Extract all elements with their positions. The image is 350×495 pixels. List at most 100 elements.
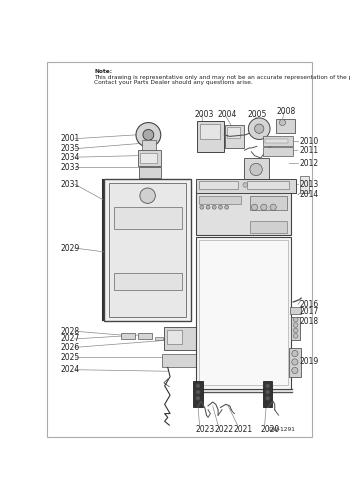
Bar bbox=[138, 150, 161, 166]
Text: 2035: 2035 bbox=[61, 144, 80, 153]
Text: Contact your Parts Dealer should any questions arise.: Contact your Parts Dealer should any que… bbox=[94, 80, 253, 85]
Bar bbox=[139, 167, 161, 178]
Circle shape bbox=[278, 183, 282, 187]
Circle shape bbox=[250, 163, 262, 176]
Circle shape bbox=[136, 123, 161, 147]
Bar bbox=[140, 152, 157, 163]
Circle shape bbox=[206, 205, 210, 209]
Text: 2001: 2001 bbox=[61, 134, 80, 143]
Text: 2017: 2017 bbox=[300, 307, 319, 316]
Bar bbox=[155, 337, 163, 341]
Circle shape bbox=[265, 384, 270, 388]
Text: 2013: 2013 bbox=[300, 180, 319, 189]
Circle shape bbox=[264, 183, 268, 187]
Bar bbox=[113, 273, 182, 291]
Text: 2029: 2029 bbox=[61, 244, 80, 252]
Bar bbox=[164, 327, 196, 350]
Text: 2018: 2018 bbox=[300, 317, 318, 326]
Text: 2010: 2010 bbox=[300, 137, 319, 146]
Bar bbox=[199, 241, 288, 385]
Bar bbox=[291, 317, 300, 340]
Text: 2019: 2019 bbox=[300, 357, 319, 366]
Circle shape bbox=[270, 204, 276, 210]
Text: Note:: Note: bbox=[94, 69, 112, 74]
Text: 2025: 2025 bbox=[61, 353, 80, 362]
Circle shape bbox=[143, 130, 154, 140]
Bar bbox=[247, 181, 289, 189]
Circle shape bbox=[212, 205, 216, 209]
Bar bbox=[250, 221, 287, 233]
Bar bbox=[113, 207, 182, 229]
Bar bbox=[121, 333, 135, 339]
Text: 2027: 2027 bbox=[61, 335, 80, 344]
Circle shape bbox=[271, 183, 275, 187]
Circle shape bbox=[293, 328, 298, 333]
Bar bbox=[250, 197, 287, 210]
Text: 2012: 2012 bbox=[300, 159, 318, 168]
Bar bbox=[263, 137, 293, 146]
Bar bbox=[244, 158, 268, 180]
Bar bbox=[193, 381, 203, 407]
Circle shape bbox=[292, 359, 298, 365]
Bar bbox=[196, 190, 291, 235]
Bar bbox=[197, 121, 224, 152]
Circle shape bbox=[250, 183, 254, 187]
Text: 2020: 2020 bbox=[261, 425, 280, 434]
Text: 2003: 2003 bbox=[194, 110, 214, 119]
Circle shape bbox=[293, 323, 298, 327]
Bar bbox=[199, 197, 241, 204]
Bar bbox=[225, 125, 244, 148]
Circle shape bbox=[218, 205, 222, 209]
Text: 2033: 2033 bbox=[61, 163, 80, 172]
Circle shape bbox=[254, 124, 264, 133]
Circle shape bbox=[257, 183, 261, 187]
Circle shape bbox=[248, 118, 270, 140]
Bar bbox=[167, 331, 182, 345]
Text: 2008: 2008 bbox=[276, 107, 295, 116]
Bar bbox=[104, 179, 191, 321]
Bar bbox=[196, 237, 291, 389]
Bar bbox=[263, 147, 293, 156]
Bar bbox=[276, 119, 295, 133]
Circle shape bbox=[196, 390, 200, 395]
Text: 2023: 2023 bbox=[196, 425, 215, 434]
Bar bbox=[290, 307, 301, 313]
Text: 2004: 2004 bbox=[217, 110, 237, 119]
Circle shape bbox=[140, 188, 155, 203]
Text: 2016: 2016 bbox=[300, 300, 319, 309]
Circle shape bbox=[225, 205, 229, 209]
Text: 2028: 2028 bbox=[61, 327, 80, 336]
Circle shape bbox=[292, 350, 298, 356]
Bar bbox=[199, 124, 220, 140]
Text: 2005: 2005 bbox=[247, 110, 267, 119]
Bar bbox=[199, 181, 238, 189]
Bar bbox=[196, 179, 296, 193]
Bar bbox=[228, 127, 240, 138]
Circle shape bbox=[293, 334, 298, 338]
Text: This drawing is representative only and may not be an accurate representation of: This drawing is representative only and … bbox=[94, 75, 350, 80]
Circle shape bbox=[265, 396, 270, 400]
Bar bbox=[138, 333, 152, 339]
Circle shape bbox=[261, 204, 267, 210]
Text: 2014: 2014 bbox=[300, 191, 319, 199]
Bar bbox=[109, 183, 186, 317]
Text: 2022: 2022 bbox=[214, 425, 233, 434]
Text: 2021: 2021 bbox=[234, 425, 253, 434]
Circle shape bbox=[279, 119, 286, 126]
Circle shape bbox=[196, 396, 200, 400]
Bar bbox=[162, 354, 199, 367]
Bar bbox=[265, 139, 288, 144]
Text: 2011: 2011 bbox=[300, 146, 318, 155]
Circle shape bbox=[200, 205, 204, 209]
Text: 2031: 2031 bbox=[61, 180, 80, 189]
Circle shape bbox=[251, 204, 258, 210]
Text: DW-1291: DW-1291 bbox=[268, 427, 295, 432]
Circle shape bbox=[243, 183, 247, 187]
Bar bbox=[289, 348, 301, 377]
Circle shape bbox=[293, 317, 298, 322]
Circle shape bbox=[292, 367, 298, 374]
Bar bbox=[300, 176, 309, 194]
Text: 2026: 2026 bbox=[61, 343, 80, 352]
Circle shape bbox=[265, 390, 270, 395]
Text: 2024: 2024 bbox=[61, 365, 80, 374]
